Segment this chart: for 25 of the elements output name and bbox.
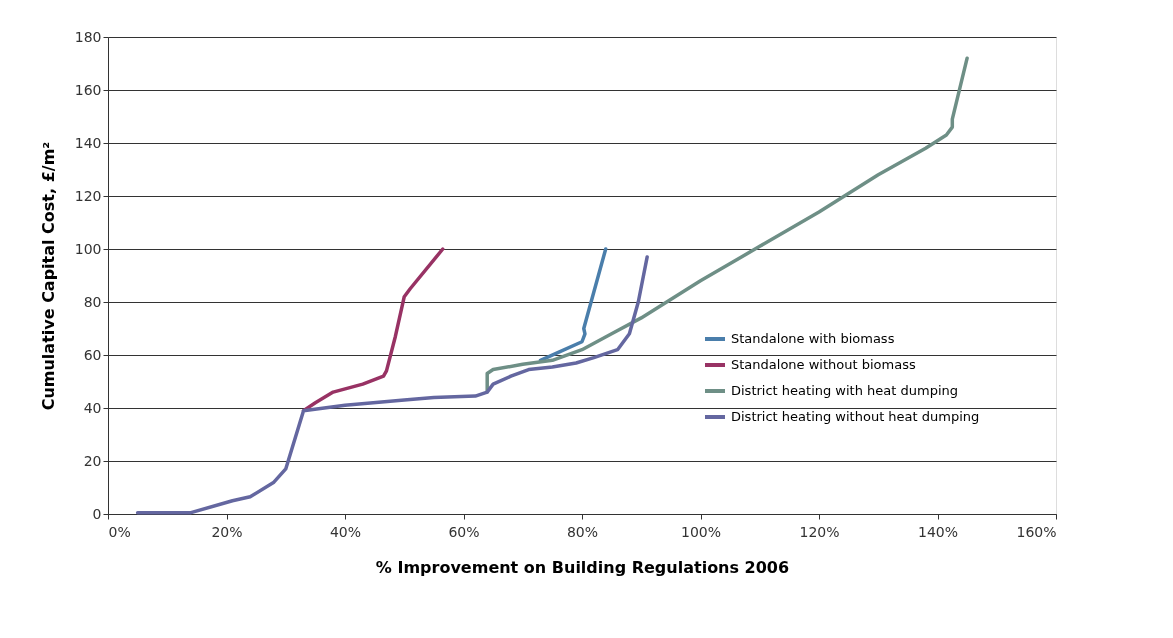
x-tick-label: 80% bbox=[566, 523, 599, 540]
legend-label: Standalone with biomass bbox=[731, 331, 895, 346]
y-axis-title: Cumulative Capital Cost, £/m² bbox=[38, 141, 58, 411]
legend-label: Standalone without biomass bbox=[731, 357, 916, 372]
y-tick-label: 160 bbox=[74, 81, 102, 98]
legend-label: District heating with heat dumping bbox=[731, 383, 959, 398]
y-tick-label: 60 bbox=[83, 346, 102, 363]
legend-label: District heating without heat dumping bbox=[731, 409, 980, 424]
y-tick-label: 180 bbox=[74, 28, 102, 45]
x-tick-label: 140% bbox=[917, 523, 959, 540]
x-tick-label: 120% bbox=[799, 523, 840, 540]
x-tick-label: 160% bbox=[1016, 523, 1057, 540]
x-tick-label: 100% bbox=[680, 523, 722, 540]
x-axis-title: % Improvement on Building Regulations 2006 bbox=[375, 557, 790, 577]
x-tick-label: 40% bbox=[329, 523, 362, 540]
x-tick-label: 20% bbox=[211, 523, 243, 540]
y-tick-label: 0 bbox=[92, 505, 102, 522]
y-tick-label: 140 bbox=[74, 134, 102, 151]
y-tick-label: 120 bbox=[74, 187, 102, 204]
x-tick-label: 60% bbox=[448, 523, 480, 540]
y-tick-label: 40 bbox=[83, 399, 102, 416]
y-tick-label: 20 bbox=[83, 452, 102, 469]
y-tick-label: 100 bbox=[74, 240, 102, 257]
x-tick-label: 0% bbox=[108, 523, 131, 540]
y-tick-label: 80 bbox=[83, 293, 102, 310]
